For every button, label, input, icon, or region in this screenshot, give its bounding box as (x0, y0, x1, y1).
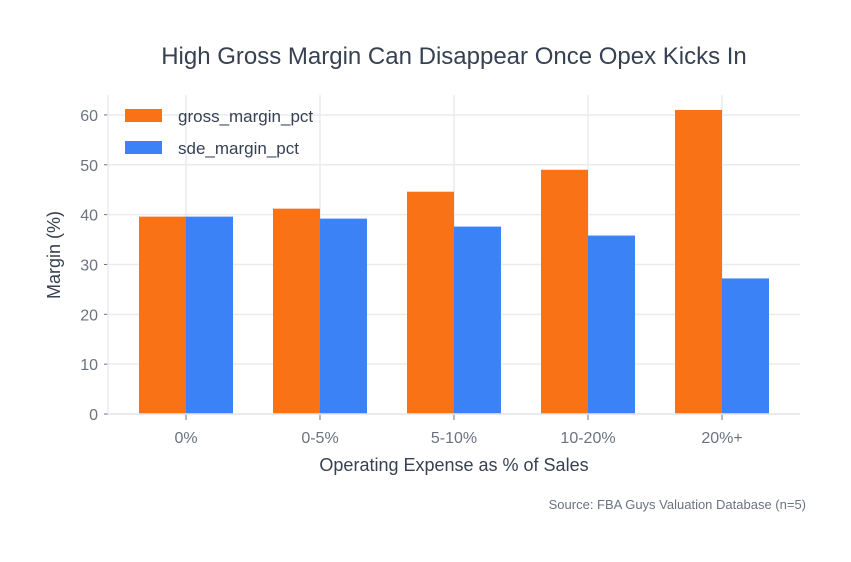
bar-sde_margin_pct-5-10% (454, 226, 501, 414)
y-tick-label: 50 (80, 158, 98, 175)
bar-sde_margin_pct-10-20% (588, 235, 635, 414)
x-axis-label: Operating Expense as % of Sales (319, 455, 588, 475)
y-tick-label: 60 (80, 108, 98, 125)
chart-title: High Gross Margin Can Disappear Once Ope… (161, 43, 747, 70)
legend: gross_margin_pct sde_margin_pct (125, 107, 313, 158)
bar-gross_margin_pct-10-20% (541, 169, 588, 414)
y-tick-label: 40 (80, 208, 98, 225)
y-tick-label: 20 (80, 307, 98, 324)
x-tick-label: 0-5% (301, 430, 338, 447)
legend-label: gross_margin_pct (178, 107, 313, 126)
x-tick-label: 20%+ (701, 430, 742, 447)
axes: 0 10 20 30 40 50 60 0% 0-5% 5-10% 10-20% 20%+ (80, 95, 800, 447)
bar-sde_margin_pct-0% (186, 216, 233, 414)
y-axis-label: Margin (%) (44, 211, 64, 299)
y-tick-label: 30 (80, 257, 98, 274)
source-note: Source: FBA Guys Valuation Database (n=5… (549, 497, 806, 512)
bar-gross_margin_pct-0% (139, 216, 186, 414)
y-tick-label: 10 (80, 357, 98, 374)
bar-gross_margin_pct-5-10% (407, 191, 454, 414)
x-tick-label: 5-10% (431, 430, 477, 447)
y-tick-label: 0 (89, 407, 98, 424)
bar-gross_margin_pct-0-5% (273, 208, 320, 414)
legend-swatch (125, 141, 162, 154)
legend-label: sde_margin_pct (178, 139, 299, 158)
x-tick-label: 0% (174, 430, 197, 447)
bar-sde_margin_pct-20%+ (722, 278, 769, 414)
bar-gross_margin_pct-20%+ (675, 109, 722, 414)
bars (139, 109, 769, 414)
legend-swatch (125, 109, 162, 122)
bar-sde_margin_pct-0-5% (320, 218, 367, 414)
x-tick-label: 10-20% (560, 430, 615, 447)
